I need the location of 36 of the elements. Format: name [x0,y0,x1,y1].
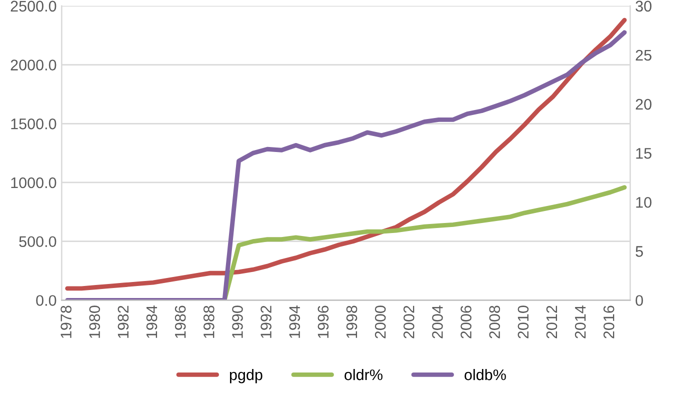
x-tick-label: 1980 [89,306,100,338]
x-tick-label: 2010 [518,306,529,338]
x-tick-label: 1996 [318,306,329,338]
x-tick-label: 1994 [289,306,300,338]
x-tick-label: 2012 [546,306,558,338]
x-tick-label: 1992 [260,306,272,338]
y-tick-label: 2500.0 [10,0,56,12]
x-tick-label: 2004 [432,306,443,338]
x-tick-label: 1984 [146,306,158,338]
y2-tick-label: 5 [636,246,643,257]
x-tick-label: 1988 [204,306,214,338]
x-tick-label: 2016 [603,306,614,338]
x-tick-label: 1990 [232,306,243,338]
y2-tick-label: 0 [636,295,643,306]
x-tick-label: 2000 [374,306,386,338]
y2-tick-label: 25 [636,50,652,61]
y-tick-label: 500.0 [19,236,56,248]
legend-label: oldr% [344,368,382,380]
x-tick-label: 2008 [489,306,500,338]
legend-label: pgdp [230,368,262,384]
y2-tick-label: 20 [636,98,652,110]
x-tick-label: 1998 [346,306,358,338]
y2-tick-label: 30 [636,0,652,12]
y2-tick-label: 15 [636,148,652,159]
x-tick-label: 1978 [60,306,72,338]
legend-label: oldb% [464,368,506,380]
y2-tick-label: 10 [636,196,652,208]
y-tick-label: 0.0 [36,295,56,306]
y-tick-label: 1500.0 [11,118,56,130]
x-tick-label: 1986 [174,306,186,338]
x-tick-label: 2002 [403,306,414,338]
y-tick-label: 1000.0 [11,177,56,188]
x-tick-label: 2014 [574,306,586,338]
x-tick-label: 1982 [118,306,129,338]
y-tick-label: 2000.0 [10,60,56,70]
x-tick-label: 2006 [460,306,472,338]
